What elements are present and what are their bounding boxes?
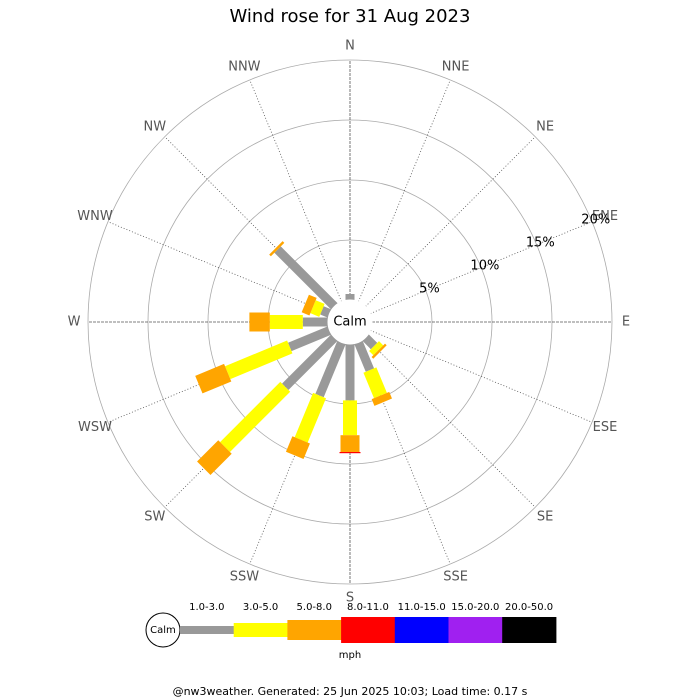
legend-label: 15.0-20.0 [451,602,499,613]
bar-segment [269,241,285,257]
bar-segment [315,340,346,398]
direction-label: NW [144,119,167,134]
bar-segment [288,326,332,352]
direction-label: SW [144,510,165,525]
bar-segment [274,246,338,310]
bar-segment [345,294,355,300]
direction-label: NNW [228,60,260,75]
bar-segment [301,294,317,316]
direction-label: NE [536,119,554,134]
direction-bar [195,326,332,394]
spoke [249,79,342,302]
spoke [370,221,593,314]
direction-bar [301,294,332,318]
direction-label: N [345,39,355,54]
bar-segment [285,436,310,460]
spoke [370,330,593,423]
direction-label: ENE [592,209,618,224]
legend-swatch [287,620,342,640]
bar-segment [282,334,338,390]
legend-label: 3.0-5.0 [243,602,278,613]
direction-bar [362,334,387,359]
chart-title: Wind rose for 31 Aug 2023 [230,6,471,27]
direction-bar [285,340,346,460]
bar-segment [269,315,303,329]
bar-segment [302,317,328,327]
ring [87,59,613,585]
direction-label: SSW [230,569,260,584]
r-tick-label: 5% [419,282,440,297]
r-tick-label: 10% [470,259,499,274]
legend-label: 11.0-15.0 [398,602,446,613]
direction-label: SSE [443,569,468,584]
bar-segment [195,363,232,394]
spoke [358,79,451,302]
legend-swatch [341,617,396,643]
direction-label: W [68,315,81,330]
r-tick-label: 15% [526,236,555,251]
bar-segment [343,400,357,436]
direction-bar [197,334,338,475]
bar-segment [345,344,355,401]
r-tick-label: 20% [581,213,610,228]
bar-segment [340,435,360,452]
legend-swatch [233,623,288,637]
spoke [365,337,536,508]
legend-label: 1.0-3.0 [189,602,224,613]
footer: @nw3weather. Generated: 25 Jun 2025 10:0… [173,685,528,698]
legend-label: 8.0-11.0 [347,602,389,613]
calm-label: Calm [333,315,366,330]
bar-segment [362,334,378,350]
direction-label: SE [537,510,553,525]
direction-label: WSW [78,420,112,435]
legend-label: 20.0-50.0 [505,602,553,613]
direction-bar [249,312,328,332]
bar-segment [354,340,375,372]
bar-segment [339,452,361,454]
bar-segment [220,381,291,452]
legend-swatch [180,626,235,634]
direction-label: S [346,591,354,606]
direction-bar [354,340,392,406]
direction-label: E [622,315,630,330]
direction-label: NNE [442,60,470,75]
legend-calm-label: Calm [150,625,176,636]
bar-segment [249,312,270,332]
bar-segment [369,341,384,356]
legend-label: 5.0-8.0 [297,602,332,613]
direction-bar [345,294,355,300]
spoke [365,136,536,307]
bar-segment [197,440,232,475]
bar-segment [371,391,392,406]
direction-bar [339,344,361,454]
bar-segment [320,306,332,318]
legend-swatch [448,617,503,643]
bar-segment [294,392,327,443]
bar-segment [224,340,293,380]
bar-segment [363,367,387,399]
direction-label: WNW [77,209,113,224]
legend-swatch [502,617,557,643]
legend-swatch [394,617,449,643]
calm-circle [327,299,373,345]
direction-bar [269,241,338,310]
direction-label: ESE [593,420,618,435]
spoke [107,221,330,314]
legend-unit: mph [339,650,361,661]
bar-segment [371,343,387,359]
bar-segment [310,300,325,317]
